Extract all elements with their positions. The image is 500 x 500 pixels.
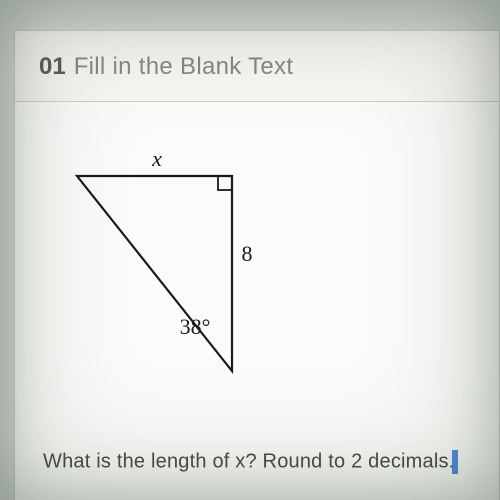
triangle-svg: x 8 38° (57, 146, 287, 396)
right-angle-icon (218, 176, 232, 190)
triangle-shape (77, 176, 232, 371)
question-text: What is the length of x? Round to 2 deci… (43, 450, 454, 472)
label-side-8: 8 (242, 241, 253, 266)
label-angle-38: 38° (180, 314, 211, 339)
question-type-title: Fill in the Blank Text (74, 53, 294, 80)
question-content: x 8 38° What is the length of x? Round to … (15, 102, 499, 500)
question-number: 01 (39, 53, 66, 80)
question-text-row: What is the length of x? Round to 2 deci… (43, 450, 499, 474)
question-panel: 01 Fill in the Blank Text x 8 38° What is t… (14, 30, 500, 500)
label-x: x (151, 146, 162, 171)
triangle-diagram: x 8 38° (57, 146, 287, 396)
answer-box-edge[interactable] (452, 450, 458, 474)
question-header: 01 Fill in the Blank Text (15, 31, 499, 102)
